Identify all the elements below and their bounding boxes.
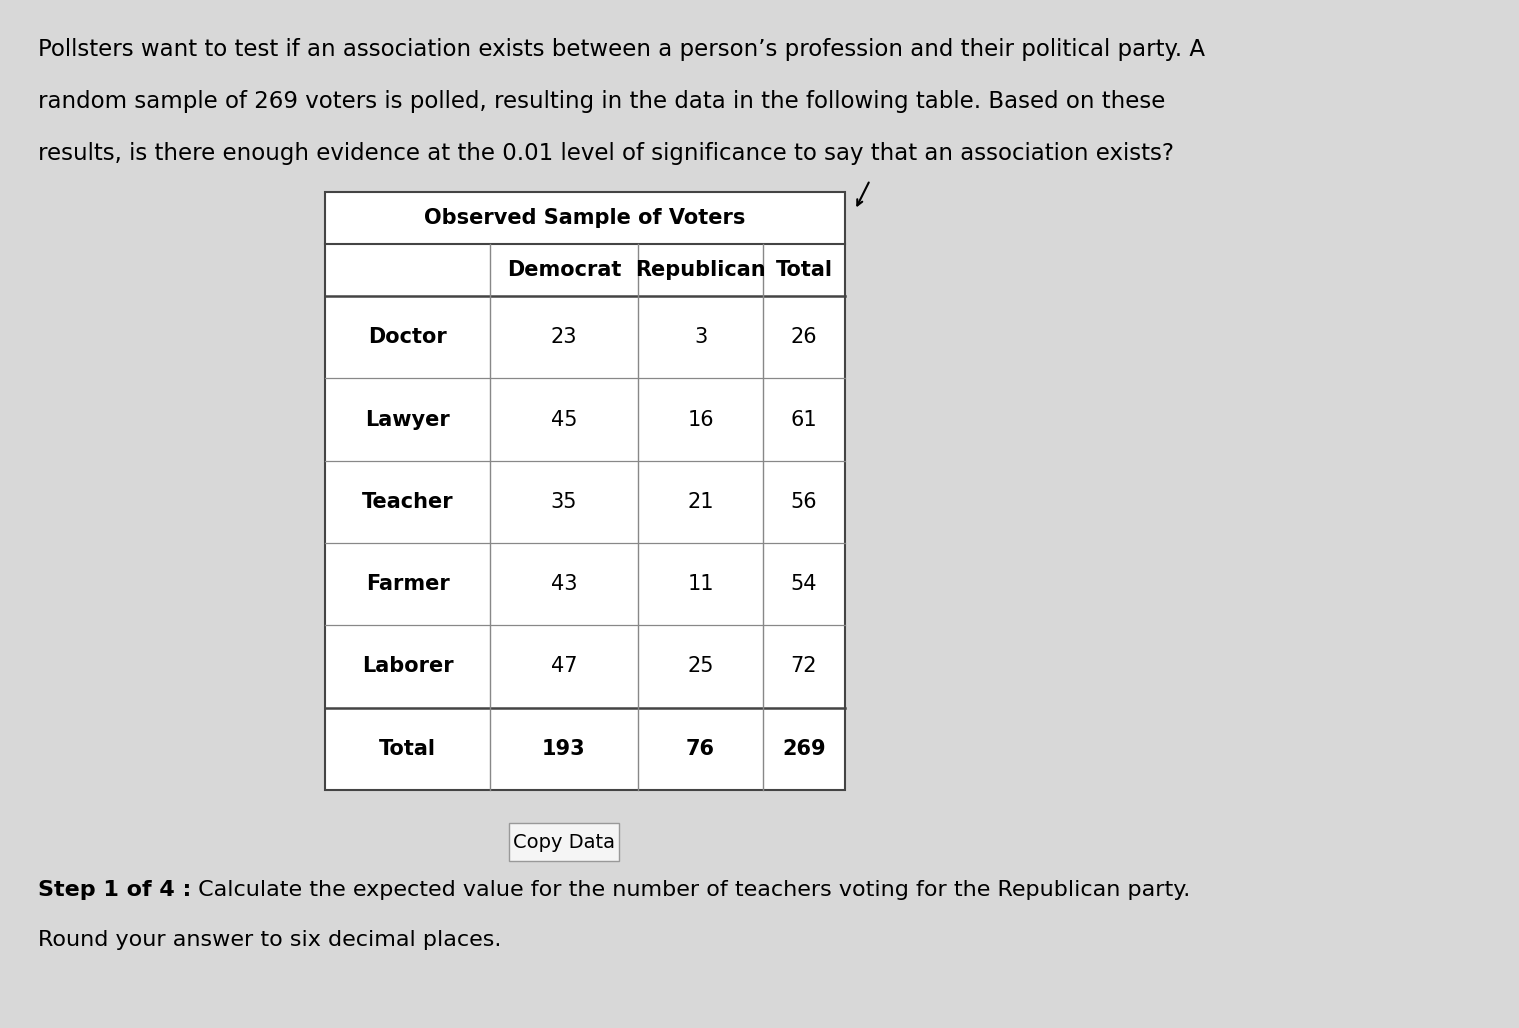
Text: 269: 269	[782, 739, 826, 759]
Text: Farmer: Farmer	[366, 575, 450, 594]
Text: 21: 21	[687, 491, 714, 512]
Text: Lawyer: Lawyer	[365, 409, 450, 430]
Text: Pollsters want to test if an association exists between a person’s profession an: Pollsters want to test if an association…	[38, 38, 1205, 61]
Text: 54: 54	[791, 575, 817, 594]
Text: 45: 45	[551, 409, 577, 430]
Text: Teacher: Teacher	[362, 491, 453, 512]
Text: 26: 26	[791, 327, 817, 347]
Text: 25: 25	[687, 657, 714, 676]
Text: Doctor: Doctor	[368, 327, 447, 347]
Text: 16: 16	[687, 409, 714, 430]
Text: 23: 23	[551, 327, 577, 347]
Bar	[509, 823, 620, 861]
Text: Round your answer to six decimal places.: Round your answer to six decimal places.	[38, 930, 501, 950]
Text: Total: Total	[776, 260, 832, 280]
Text: Total: Total	[380, 739, 436, 759]
Text: random sample of 269 voters is polled, resulting in the data in the following ta: random sample of 269 voters is polled, r…	[38, 90, 1165, 113]
Bar	[325, 192, 845, 790]
Text: Democrat: Democrat	[507, 260, 621, 280]
Text: 61: 61	[791, 409, 817, 430]
Text: 56: 56	[791, 491, 817, 512]
Text: Observed Sample of Voters: Observed Sample of Voters	[424, 208, 746, 228]
Text: 193: 193	[542, 739, 586, 759]
Text: Republican: Republican	[635, 260, 766, 280]
Text: Calculate the expected value for the number of teachers voting for the Republica: Calculate the expected value for the num…	[191, 880, 1191, 900]
Text: Step 1 of 4 :: Step 1 of 4 :	[38, 880, 191, 900]
Text: 76: 76	[687, 739, 715, 759]
Text: 43: 43	[551, 575, 577, 594]
Text: 35: 35	[551, 491, 577, 512]
Text: 72: 72	[791, 657, 817, 676]
Text: results, is there enough evidence at the 0.01 level of significance to say that : results, is there enough evidence at the…	[38, 142, 1174, 166]
Text: 11: 11	[687, 575, 714, 594]
Text: 3: 3	[694, 327, 708, 347]
Text: Laborer: Laborer	[362, 657, 453, 676]
Text: Copy Data: Copy Data	[513, 833, 615, 851]
Text: 47: 47	[551, 657, 577, 676]
